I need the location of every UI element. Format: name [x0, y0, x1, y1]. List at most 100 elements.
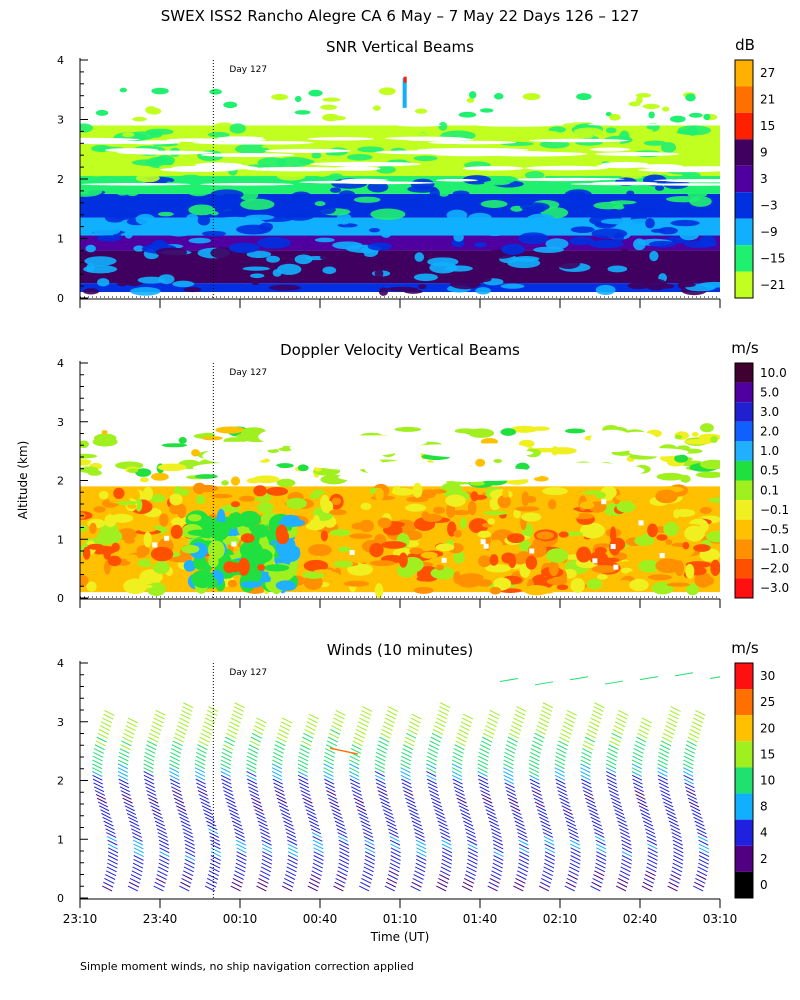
doppler-cell [634, 535, 655, 546]
wind-barb [173, 736, 184, 743]
wind-barb [504, 748, 516, 754]
wind-barb [697, 832, 708, 838]
colorbar-swatch [735, 60, 753, 87]
wind-barb [672, 858, 684, 865]
wind-barb [385, 816, 396, 823]
wind-barb [386, 709, 398, 716]
doppler-cell [515, 506, 540, 512]
snr-cell [211, 122, 237, 135]
snr-cell [92, 226, 121, 236]
doppler-gap [610, 544, 616, 550]
wind-barb [358, 813, 369, 819]
wind-barb [92, 774, 103, 781]
wind-barb [276, 797, 287, 804]
wind-barb [184, 839, 195, 846]
snr-cell [235, 143, 269, 155]
wind-barb [313, 843, 324, 850]
wind-barb [304, 729, 315, 735]
wind-barb [595, 835, 606, 842]
wind-barb [174, 801, 186, 808]
wind-barb [543, 835, 554, 842]
snr-gap [517, 178, 602, 182]
wind-barb [194, 771, 206, 777]
wind-barb [670, 828, 681, 835]
wind-barb [235, 835, 246, 842]
wind-barb [437, 881, 448, 888]
colorbar-swatch [735, 192, 753, 219]
wind-barb [201, 729, 212, 735]
wind-barb [378, 793, 389, 800]
wind-barb [297, 763, 308, 770]
wind-barb [386, 877, 398, 884]
wind-barb [182, 874, 193, 880]
wind-barb [233, 874, 244, 880]
wind-barb [463, 877, 475, 884]
doppler-cell [116, 500, 138, 505]
wind-barb [411, 881, 422, 888]
wind-barb [662, 732, 674, 739]
wind-barb [477, 771, 488, 777]
doppler-cell [201, 432, 216, 437]
y-tick-label: 2 [57, 173, 64, 186]
wind-barb [378, 740, 389, 747]
wind-barb [362, 870, 374, 877]
wind-barb [232, 709, 243, 716]
wind-barb [231, 881, 242, 888]
snr-cell [236, 224, 272, 235]
wind-barb [511, 725, 522, 732]
wind-barb [220, 767, 231, 774]
wind-barb [354, 801, 366, 808]
wind-barb [221, 755, 232, 762]
wind-barb [364, 851, 376, 858]
snr-cell [522, 93, 541, 101]
doppler-cell [521, 491, 530, 507]
wind-barb [658, 778, 669, 785]
wind-barb [673, 847, 684, 854]
footnote: Simple moment winds, no ship navigation … [80, 960, 414, 973]
doppler-cell [502, 488, 509, 498]
wind-barb [569, 862, 580, 869]
wind-barb [181, 877, 192, 884]
snr-cell [413, 261, 424, 268]
wind-barb [220, 771, 231, 777]
doppler-cell [80, 466, 99, 474]
wind-barb [222, 748, 233, 754]
snr-gap [80, 137, 140, 142]
wind-barb [479, 786, 490, 793]
wind-barb [426, 778, 438, 785]
wind-barb [567, 828, 579, 835]
snr-cell [256, 237, 291, 249]
wind-barb [673, 855, 684, 861]
wind-barb [617, 881, 628, 888]
wind-barb [435, 721, 446, 728]
wind-barb [156, 874, 167, 880]
wind-barb [374, 767, 385, 774]
doppler-cell [489, 539, 504, 556]
wind-barb [460, 813, 472, 819]
wind-barb [169, 763, 180, 770]
snr-cell [476, 126, 499, 132]
snr-gap [264, 148, 351, 153]
wind-barb [285, 870, 297, 877]
doppler-cell [139, 569, 163, 585]
colorbar-unit: m/s [731, 639, 759, 657]
doppler-cell [708, 497, 720, 504]
wind-barb [503, 763, 514, 770]
wind-barb [519, 855, 530, 861]
wind-barb [199, 736, 210, 743]
wind-barb [210, 839, 221, 846]
wind-barb [133, 839, 144, 846]
wind-barb [440, 866, 451, 873]
wind-barb [684, 782, 695, 789]
wind-barb [467, 843, 478, 850]
wind-barb [499, 678, 519, 683]
snr-cell [353, 196, 381, 203]
wind-barb [223, 744, 234, 751]
wind-barb [169, 771, 180, 777]
doppler-cell [620, 560, 639, 566]
wind-barb [541, 824, 552, 831]
doppler-cell [420, 551, 438, 559]
doppler-gap [601, 499, 607, 505]
wind-barb [93, 751, 104, 758]
wind-barb [98, 729, 109, 735]
